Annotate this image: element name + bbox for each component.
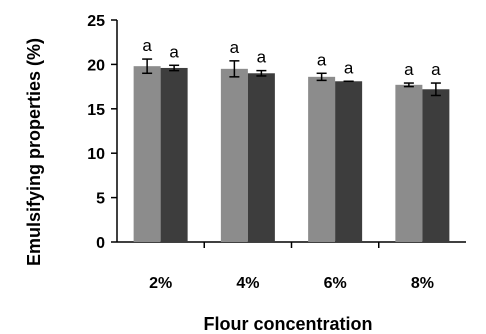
- y-tick-label: 20: [87, 57, 105, 74]
- y-tick-label: 10: [87, 146, 105, 163]
- significance-label: a: [317, 50, 327, 69]
- significance-label: a: [142, 36, 152, 55]
- x-tick-label: 8%: [411, 275, 434, 292]
- bar: [422, 89, 450, 242]
- x-tick-label: 4%: [236, 275, 259, 292]
- y-axis-title: Emulsifying properties (%): [24, 38, 44, 266]
- bar: [133, 66, 161, 243]
- significance-label: a: [230, 38, 240, 57]
- bar: [308, 76, 336, 242]
- x-axis-title: Flour concentration: [203, 314, 372, 334]
- bar: [395, 84, 423, 242]
- y-tick-label: 0: [96, 235, 105, 252]
- significance-label: a: [404, 60, 414, 79]
- significance-label: a: [257, 48, 267, 67]
- x-tick-label: 6%: [324, 275, 347, 292]
- bar: [220, 68, 248, 242]
- bar: [160, 67, 188, 243]
- y-tick-label: 15: [87, 102, 105, 119]
- bar: [247, 73, 275, 242]
- significance-label: a: [344, 58, 354, 77]
- significance-label: a: [169, 42, 179, 61]
- y-tick-label: 5: [96, 191, 105, 208]
- bar: [335, 81, 363, 242]
- y-tick-label: 25: [87, 13, 105, 30]
- significance-label: a: [431, 60, 441, 79]
- x-tick-label: 2%: [149, 275, 172, 292]
